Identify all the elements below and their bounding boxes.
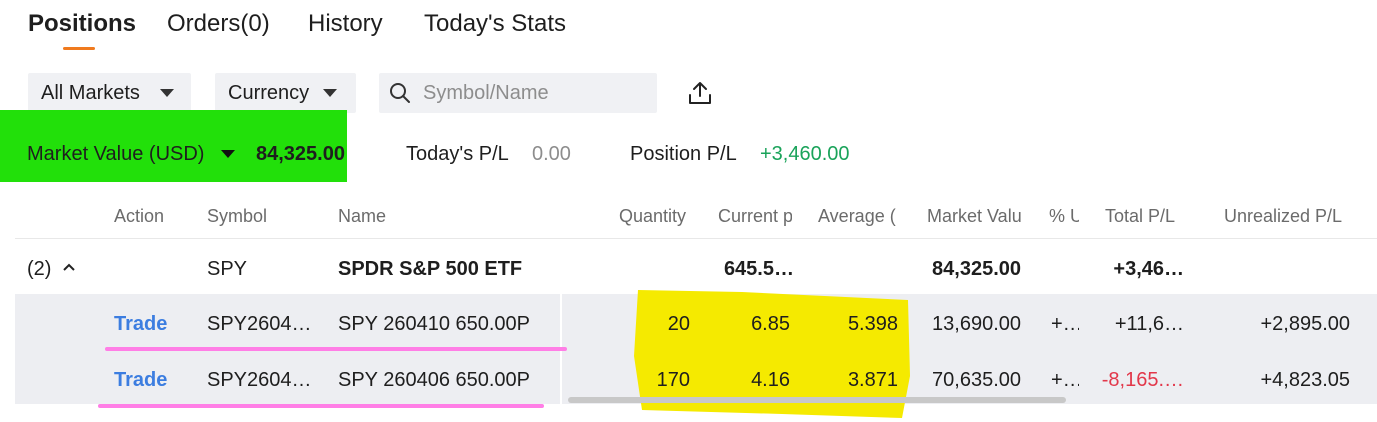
row-current-price: 6.85 xyxy=(751,313,790,335)
position-pl-value: +3,460.00 xyxy=(760,143,850,165)
group-count[interactable]: (2) xyxy=(27,258,52,280)
column-header-unrealized-pl[interactable]: Unrealized P/L xyxy=(1224,206,1343,226)
search-input[interactable] xyxy=(423,73,643,113)
highlight-yellow xyxy=(634,290,910,418)
market-value-currency: (USD) xyxy=(148,143,205,165)
row-market-value: 13,690.00 xyxy=(932,313,1021,335)
row-current-price: 4.16 xyxy=(751,369,790,391)
row-unrealized-pl: +4,823.05 xyxy=(1260,369,1350,391)
row-quantity: 20 xyxy=(667,313,690,335)
market-value-label: Market Value xyxy=(27,143,144,165)
highlight-pink-underline xyxy=(98,404,544,408)
markets-dropdown-label: All Markets xyxy=(41,81,140,104)
column-header-quantity[interactable]: Quantity xyxy=(619,206,687,226)
market-value-selector[interactable]: Market Value (USD) xyxy=(27,143,204,166)
row-percent-unrealized: +… xyxy=(1051,369,1079,391)
group-market-value: 84,325.00 xyxy=(932,258,1021,280)
currency-dropdown-label: Currency xyxy=(228,81,310,104)
collapse-caret-icon[interactable] xyxy=(62,262,76,272)
column-header-average-cost[interactable]: Average ( xyxy=(818,206,896,226)
todays-pl-label: Today's P/L xyxy=(406,143,509,165)
position-pl-label: Position P/L xyxy=(630,143,737,165)
tab-orders[interactable]: Orders(0) xyxy=(167,10,270,37)
horizontal-scrollbar[interactable] xyxy=(568,397,1066,403)
currency-dropdown[interactable]: Currency xyxy=(215,73,356,113)
row-total-pl: -8,165.… xyxy=(1101,369,1184,391)
highlight-green xyxy=(0,110,347,182)
row-average-cost: 3.871 xyxy=(847,369,898,391)
row-symbol[interactable]: SPY2604… xyxy=(207,369,312,391)
row-name: SPY 260410 650.00P xyxy=(338,313,531,335)
chevron-down-icon[interactable] xyxy=(221,150,235,158)
row-name: SPY 260406 650.00P xyxy=(338,369,531,391)
chevron-down-icon xyxy=(160,89,174,97)
header-divider xyxy=(15,238,1377,239)
tab-history[interactable]: History xyxy=(308,10,383,37)
row-market-value: 70,635.00 xyxy=(932,369,1021,391)
group-symbol[interactable]: SPY xyxy=(207,258,248,280)
row-quantity: 170 xyxy=(656,369,690,391)
search-icon xyxy=(390,83,410,103)
group-total-pl: +3,46… xyxy=(1113,258,1184,280)
tab-todays-stats[interactable]: Today's Stats xyxy=(424,10,566,37)
search-box[interactable] xyxy=(379,73,657,113)
column-header-current-price[interactable]: Current p xyxy=(718,206,792,226)
column-header-total-pl[interactable]: Total P/L xyxy=(1105,206,1176,226)
row-percent-unrealized: +… xyxy=(1051,313,1079,335)
todays-pl-value: 0.00 xyxy=(532,143,571,165)
row-average-cost: 5.398 xyxy=(847,313,898,335)
row-symbol[interactable]: SPY2604… xyxy=(207,313,312,335)
highlight-pink-underline xyxy=(105,347,567,351)
market-value-amount: 84,325.00 xyxy=(256,143,345,165)
column-header-market-value[interactable]: Market Valu xyxy=(927,206,1022,226)
column-header-symbol[interactable]: Symbol xyxy=(207,206,268,226)
row-unrealized-pl: +2,895.00 xyxy=(1260,313,1350,335)
markets-dropdown[interactable]: All Markets xyxy=(28,73,191,113)
row-total-pl: +11,6… xyxy=(1114,313,1184,335)
export-icon[interactable] xyxy=(687,80,713,106)
column-header-action[interactable]: Action xyxy=(114,206,165,226)
column-header-name[interactable]: Name xyxy=(338,206,387,226)
trade-link[interactable]: Trade xyxy=(114,313,168,335)
active-tab-indicator xyxy=(63,47,95,50)
tab-positions[interactable]: Positions xyxy=(28,10,137,37)
group-quantity: 645.5… xyxy=(723,258,794,280)
column-header-percent-unrealized[interactable]: % U xyxy=(1049,206,1079,226)
chevron-down-icon xyxy=(323,89,337,97)
group-name: SPDR S&P 500 ETF xyxy=(338,258,523,280)
trade-link[interactable]: Trade xyxy=(114,369,168,391)
